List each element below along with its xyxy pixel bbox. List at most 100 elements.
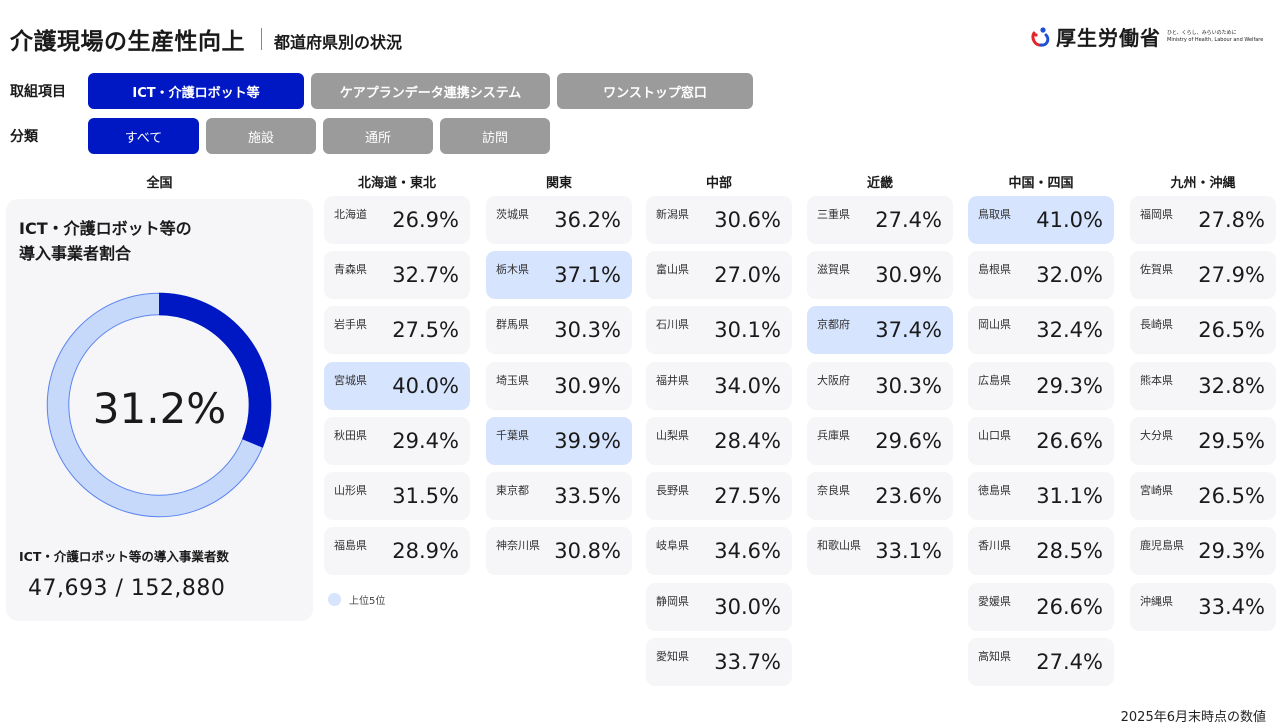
prefecture-name: 新潟県 <box>656 208 689 221</box>
prefecture-card[interactable]: 長崎県 26.5% <box>1130 306 1276 354</box>
prefecture-rate: 30.6% <box>714 208 781 232</box>
prefecture-card[interactable]: 鹿児島県 29.3% <box>1130 527 1276 575</box>
prefecture-card[interactable]: 福島県 28.9% <box>324 527 470 575</box>
prefecture-name: 島根県 <box>978 263 1011 276</box>
item-filter-label: 取組項目 <box>10 84 66 100</box>
prefecture-rate: 33.7% <box>714 650 781 674</box>
prefecture-card[interactable]: 石川県 30.1% <box>646 306 792 354</box>
prefecture-card[interactable]: 宮崎県 26.5% <box>1130 472 1276 520</box>
filter-ict-robot-button[interactable]: ICT・介護ロボット等 <box>88 73 304 109</box>
prefecture-name: 大分県 <box>1140 429 1173 442</box>
prefecture-rate: 26.5% <box>1198 484 1265 508</box>
prefecture-card[interactable]: 埼玉県 30.9% <box>486 362 632 410</box>
page-subtitle: 都道府県別の状況 <box>274 33 403 52</box>
prefecture-card[interactable]: 富山県 27.0% <box>646 251 792 299</box>
prefecture-card[interactable]: 山口県 26.6% <box>968 417 1114 465</box>
prefecture-rate: 34.6% <box>714 539 781 563</box>
prefecture-card[interactable]: 長野県 27.5% <box>646 472 792 520</box>
prefecture-card[interactable]: 岩手県 27.5% <box>324 306 470 354</box>
prefecture-card[interactable]: 山梨県 28.4% <box>646 417 792 465</box>
prefecture-card[interactable]: 青森県 32.7% <box>324 251 470 299</box>
prefecture-card[interactable]: 奈良県 23.6% <box>807 472 953 520</box>
prefecture-card[interactable]: 秋田県 29.4% <box>324 417 470 465</box>
national-donut-chart <box>46 292 272 522</box>
prefecture-card[interactable]: 島根県 32.0% <box>968 251 1114 299</box>
prefecture-rate: 28.5% <box>1036 539 1103 563</box>
prefecture-card[interactable]: 大分県 29.5% <box>1130 417 1276 465</box>
prefecture-name: 岩手県 <box>334 318 367 331</box>
category-filter-label: 分類 <box>10 129 38 145</box>
prefecture-card[interactable]: 福岡県 27.8% <box>1130 196 1276 244</box>
prefecture-card[interactable]: 鳥取県 41.0% <box>968 196 1114 244</box>
prefecture-rate: 26.9% <box>392 208 459 232</box>
prefecture-card[interactable]: 香川県 28.5% <box>968 527 1114 575</box>
prefecture-name: 福井県 <box>656 374 689 387</box>
prefecture-card[interactable]: 和歌山県 33.1% <box>807 527 953 575</box>
national-title-line1: ICT・介護ロボット等の <box>19 219 192 238</box>
prefecture-card[interactable]: 岐阜県 34.6% <box>646 527 792 575</box>
prefecture-rate: 29.4% <box>392 429 459 453</box>
prefecture-card[interactable]: 福井県 34.0% <box>646 362 792 410</box>
prefecture-name: 山梨県 <box>656 429 689 442</box>
prefecture-card[interactable]: 愛知県 33.7% <box>646 638 792 686</box>
prefecture-card[interactable]: 大阪府 30.3% <box>807 362 953 410</box>
prefecture-card[interactable]: 熊本県 32.8% <box>1130 362 1276 410</box>
prefecture-card[interactable]: 群馬県 30.3% <box>486 306 632 354</box>
prefecture-card[interactable]: 沖縄県 33.4% <box>1130 583 1276 631</box>
category-all-button[interactable]: すべて <box>88 118 199 154</box>
prefecture-card[interactable]: 静岡県 30.0% <box>646 583 792 631</box>
prefecture-rate: 33.5% <box>554 484 621 508</box>
prefecture-name: 鹿児島県 <box>1140 539 1184 552</box>
item-filter-row: 取組項目 ICT・介護ロボット等 ケアプランデータ連携システム ワンストップ窓口 <box>10 73 760 109</box>
region-heading-kinki: 近畿 <box>866 176 893 191</box>
prefecture-name: 茨城県 <box>496 208 529 221</box>
prefecture-card[interactable]: 東京都 33.5% <box>486 472 632 520</box>
prefecture-name: 広島県 <box>978 374 1011 387</box>
prefecture-name: 長崎県 <box>1140 318 1173 331</box>
prefecture-card[interactable]: 新潟県 30.6% <box>646 196 792 244</box>
prefecture-card[interactable]: 佐賀県 27.9% <box>1130 251 1276 299</box>
filter-careplan-button[interactable]: ケアプランデータ連携システム <box>311 73 550 109</box>
prefecture-card[interactable]: 広島県 29.3% <box>968 362 1114 410</box>
prefecture-card[interactable]: 神奈川県 30.8% <box>486 527 632 575</box>
prefecture-name: 静岡県 <box>656 595 689 608</box>
prefecture-name: 佐賀県 <box>1140 263 1173 276</box>
region-heading-chubu: 中部 <box>705 176 732 191</box>
filter-onestop-button[interactable]: ワンストップ窓口 <box>557 73 753 109</box>
prefecture-card[interactable]: 愛媛県 26.6% <box>968 583 1114 631</box>
prefecture-name: 和歌山県 <box>817 539 861 552</box>
prefecture-rate: 23.6% <box>875 484 942 508</box>
prefecture-card[interactable]: 宮城県 40.0% <box>324 362 470 410</box>
prefecture-card[interactable]: 山形県 31.5% <box>324 472 470 520</box>
national-count: 47,693 / 152,880 <box>28 576 226 601</box>
prefecture-rate: 32.8% <box>1198 374 1265 398</box>
national-card-title: ICT・介護ロボット等の 導入事業者割合 <box>19 216 192 266</box>
prefecture-card[interactable]: 岡山県 32.4% <box>968 306 1114 354</box>
prefecture-rate: 27.5% <box>714 484 781 508</box>
national-percent: 31.2% <box>92 384 227 433</box>
prefecture-name: 福島県 <box>334 539 367 552</box>
prefecture-card[interactable]: 兵庫県 29.6% <box>807 417 953 465</box>
category-visit-button[interactable]: 訪問 <box>440 118 550 154</box>
prefecture-rate: 33.1% <box>875 539 942 563</box>
category-facility-button[interactable]: 施設 <box>206 118 316 154</box>
prefecture-name: 宮崎県 <box>1140 484 1173 497</box>
category-filter-row: 分類 すべて 施設 通所 訪問 <box>10 118 557 154</box>
prefecture-rate: 30.3% <box>554 318 621 342</box>
prefecture-rate: 29.5% <box>1198 429 1265 453</box>
prefecture-rate: 27.4% <box>875 208 942 232</box>
prefecture-card[interactable]: 北海道 26.9% <box>324 196 470 244</box>
prefecture-card[interactable]: 徳島県 31.1% <box>968 472 1114 520</box>
national-count-label: ICT・介護ロボット等の導入事業者数 <box>19 549 229 564</box>
category-daycare-button[interactable]: 通所 <box>323 118 433 154</box>
prefecture-card[interactable]: 栃木県 37.1% <box>486 251 632 299</box>
prefecture-card[interactable]: 三重県 27.4% <box>807 196 953 244</box>
prefecture-rate: 30.8% <box>554 539 621 563</box>
prefecture-card[interactable]: 京都府 37.4% <box>807 306 953 354</box>
prefecture-card[interactable]: 滋賀県 30.9% <box>807 251 953 299</box>
prefecture-card[interactable]: 茨城県 36.2% <box>486 196 632 244</box>
prefecture-name: 北海道 <box>334 208 367 221</box>
prefecture-rate: 32.0% <box>1036 263 1103 287</box>
prefecture-card[interactable]: 高知県 27.4% <box>968 638 1114 686</box>
prefecture-card[interactable]: 千葉県 39.9% <box>486 417 632 465</box>
